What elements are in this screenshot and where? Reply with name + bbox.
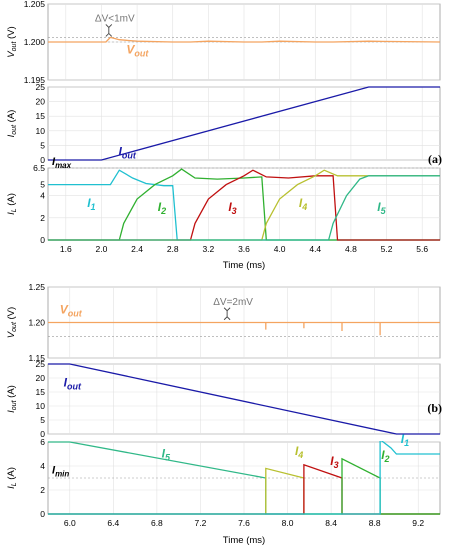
y-tick-label: 5	[40, 140, 45, 150]
series-label: Vout	[60, 302, 83, 318]
x-axis-title: Time (ms)	[223, 535, 265, 546]
subplot-a-il: 0 2 45 6.5 IL (A) I1 I2 I3 I4 I5 Imax	[6, 156, 441, 245]
x-tick-label: 7.6	[238, 518, 250, 528]
y-tick-label: 1.205	[24, 0, 46, 9]
series-line-Vout	[48, 36, 440, 43]
y-axis-label: Iout (A)	[6, 385, 18, 413]
y-tick-label: 15	[36, 387, 46, 397]
subplot-b-vout: 1.15 1.20 1.25 Vout (V) Vout ΔV=2mV	[6, 282, 441, 363]
x-tick-label: 8.4	[325, 518, 337, 528]
y-tick-label: 25	[36, 82, 46, 92]
series-label: Vout	[126, 42, 149, 58]
series-line-I1	[48, 441, 440, 515]
y-tick-label: 25	[36, 359, 46, 369]
delta-v-annotation: ΔV<1mV	[95, 13, 135, 24]
y-tick-label: 4	[40, 461, 45, 471]
y-axis-label: IL (A)	[6, 467, 18, 489]
y-tick-label: 5	[40, 180, 45, 190]
y-tick-label: 2	[40, 485, 45, 495]
y-tick-label: 0	[40, 509, 45, 519]
series-line-I5	[48, 175, 440, 241]
y-tick-label: 6.5	[33, 163, 45, 173]
y-tick-label: 2	[40, 213, 45, 223]
series-label: I5	[162, 447, 171, 463]
x-tick-label: 5.2	[381, 244, 393, 254]
series-label: I5	[377, 200, 386, 216]
y-axis-label: Vout (V)	[6, 307, 18, 338]
series-line-Iout	[48, 86, 440, 161]
subplot-b-il: 0 2 4 6 IL (A) I5 I4 I3 I2 I1 Imin	[6, 432, 441, 519]
subplot-b-iout: 0 5 10 15 20 25 Iout (A) Iout	[6, 359, 441, 439]
x-tick-label: 6.0	[64, 518, 76, 528]
series-label: Iout	[119, 145, 137, 161]
imax-label: Imax	[52, 156, 72, 170]
series-label: I1	[401, 432, 409, 448]
series-line-I2	[48, 168, 440, 241]
x-axis-title: Time (ms)	[223, 260, 265, 271]
series-label: I2	[381, 448, 389, 464]
x-tick-label: 1.6	[60, 244, 72, 254]
imin-label: Imin	[52, 465, 69, 479]
y-tick-label: 4	[40, 191, 45, 201]
y-tick-label: 10	[36, 401, 46, 411]
y-tick-label: 0	[40, 235, 45, 245]
x-tick-label: 5.6	[416, 244, 428, 254]
series-label: I3	[330, 454, 338, 470]
y-axis-label: IL (A)	[6, 193, 18, 215]
x-tick-label: 8.8	[369, 518, 381, 528]
series-line-Vout	[48, 321, 440, 336]
subplot-a-iout: 0 5 10 15 20 25 Iout (A) Iout	[6, 82, 441, 165]
x-tick-label: 3.6	[238, 244, 250, 254]
x-tick-label: 7.2	[195, 518, 207, 528]
x-tick-label: 2.0	[96, 244, 108, 254]
x-tick-label: 3.2	[202, 244, 214, 254]
y-tick-label: 0	[40, 429, 45, 439]
x-tick-label: 4.8	[345, 244, 357, 254]
panel-label: (b)	[427, 401, 442, 415]
series-label: Iout	[64, 375, 82, 391]
x-tick-label: 9.2	[412, 518, 424, 528]
series-line-Iout	[48, 363, 440, 435]
x-tick-label: 8.0	[282, 518, 294, 528]
y-tick-label: 15	[36, 111, 46, 121]
subplot-a-vout: 1.195 1.200 1.205 Vout (V) Vout ΔV<1mV	[6, 0, 441, 85]
x-tick-label: 6.4	[107, 518, 119, 528]
series-label: I4	[299, 196, 307, 212]
delta-v-annotation: ΔV=2mV	[213, 297, 253, 308]
series-label: I3	[228, 200, 236, 216]
y-tick-label: 10	[36, 126, 46, 136]
y-tick-label: 1.25	[28, 282, 45, 292]
delta-v-marker	[223, 307, 231, 321]
y-tick-label: 6	[40, 437, 45, 447]
x-tick-label: 2.4	[131, 244, 143, 254]
y-tick-label: 5	[40, 415, 45, 425]
x-tick-label: 4.4	[309, 244, 321, 254]
x-tick-label: 4.0	[274, 244, 286, 254]
y-tick-label: 1.195	[24, 75, 46, 85]
y-axis-label: Iout (A)	[6, 110, 18, 138]
y-axis-label: Vout (V)	[6, 26, 18, 57]
x-tick-label: 2.8	[167, 244, 179, 254]
series-label: I4	[295, 444, 303, 460]
x-tick-label: 6.8	[151, 518, 163, 528]
y-tick-label: 1.20	[28, 318, 45, 328]
y-tick-label: 20	[36, 373, 46, 383]
y-tick-label: 1.200	[24, 37, 46, 47]
delta-v-marker	[105, 24, 113, 37]
series-line-I3	[48, 169, 440, 241]
panel-label: (a)	[428, 152, 442, 166]
y-tick-label: 0	[40, 155, 45, 165]
series-label: I1	[87, 196, 95, 212]
y-tick-label: 1.15	[28, 353, 45, 363]
y-tick-label: 20	[36, 97, 46, 107]
series-label: I2	[158, 200, 166, 216]
